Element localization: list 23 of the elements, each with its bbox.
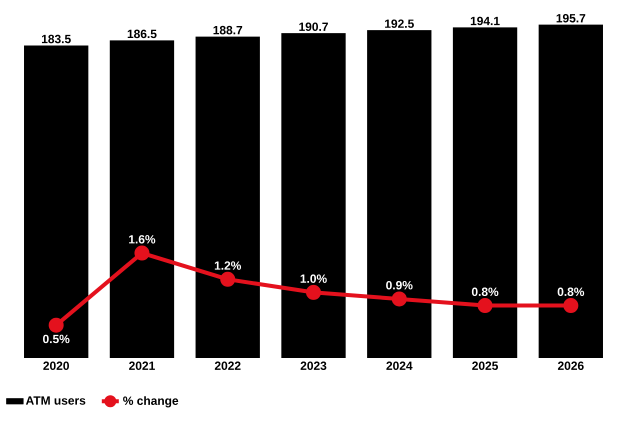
legend-label: ATM users bbox=[26, 396, 86, 405]
data-label: 190.7 bbox=[299, 22, 328, 31]
data-label: 0.5% bbox=[43, 334, 70, 344]
x-tick-label: 2021 bbox=[129, 362, 155, 370]
legend-label: % change bbox=[123, 396, 178, 408]
data-label: 183.5 bbox=[42, 34, 71, 44]
data-label: 188.7 bbox=[214, 26, 242, 34]
x-tick-label: 2022 bbox=[214, 362, 241, 370]
x-tick-label: 2023 bbox=[300, 362, 326, 370]
data-label: 1.2% bbox=[214, 261, 242, 270]
data-label: 186.5 bbox=[128, 30, 157, 38]
x-tick-label: 2020 bbox=[43, 362, 69, 370]
x-tick-label: 2026 bbox=[558, 362, 584, 370]
data-label: 0.8% bbox=[558, 288, 584, 296]
data-label: 0.8% bbox=[472, 288, 498, 296]
data-label: 194.1 bbox=[470, 16, 500, 26]
x-tick-label: 2024 bbox=[386, 362, 412, 370]
data-label: 195.7 bbox=[556, 14, 586, 22]
data-label: 192.5 bbox=[385, 19, 414, 28]
x-tick-label: 2025 bbox=[472, 362, 498, 370]
data-label: 1.6% bbox=[129, 235, 156, 244]
data-label: 1.0% bbox=[300, 274, 327, 283]
data-label: 0.9% bbox=[386, 280, 413, 290]
